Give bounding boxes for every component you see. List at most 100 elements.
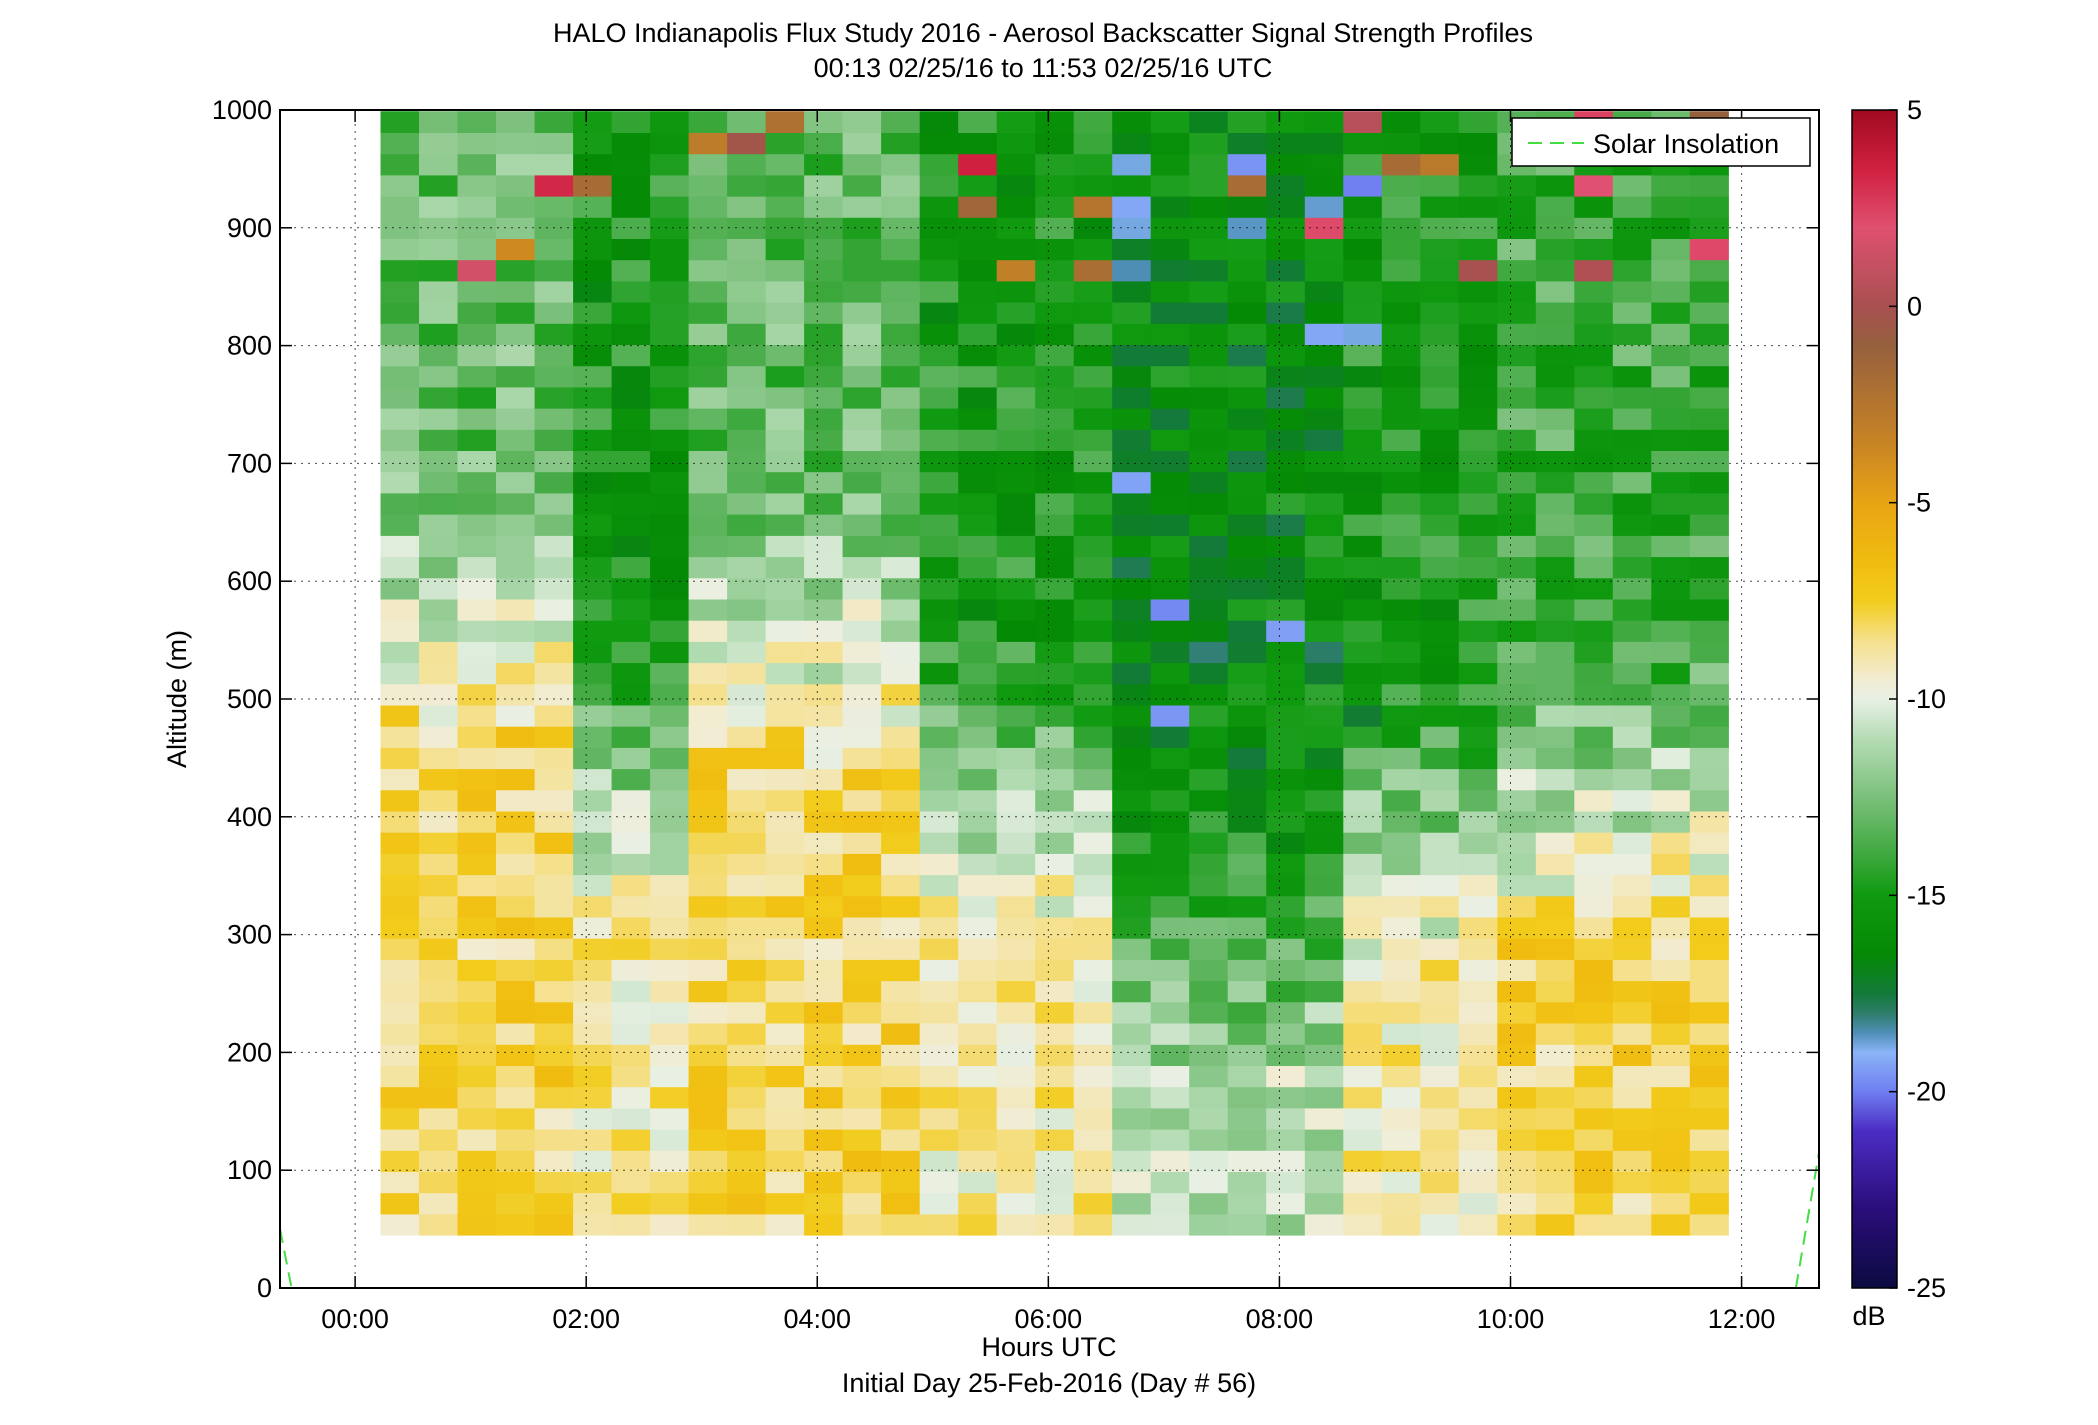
heatmap-cell [457,832,497,854]
colorbar-tick-label: -25 [1907,1273,1946,1303]
heatmap-cell [1227,938,1267,960]
heatmap-cell [1420,1065,1460,1088]
heatmap-cell [1497,662,1537,685]
heatmap-cell [919,1213,959,1236]
heatmap-cell [1035,747,1075,770]
heatmap-cell [650,238,690,261]
heatmap-cell [457,514,497,536]
heatmap-cell [1073,704,1113,727]
heatmap-cell [688,514,728,536]
heatmap-cell [1343,980,1383,1003]
heatmap-cell [688,132,728,155]
heatmap-cell [1420,408,1460,430]
heatmap-cell [1458,768,1498,791]
heatmap-cell [958,789,998,812]
heatmap-cell [958,1107,998,1130]
heatmap-cell [919,1107,959,1130]
heatmap-cell [1651,1023,1691,1045]
heatmap-cell [1227,1171,1267,1194]
heatmap-cell [1689,959,1729,982]
heatmap-cell [1381,259,1421,282]
heatmap-cell [1458,789,1498,812]
heatmap-cell [1651,1044,1691,1066]
heatmap-cell [1112,598,1152,621]
heatmap-cell [1458,1213,1498,1236]
heatmap-cell [1535,662,1575,685]
heatmap-cell [1227,1107,1267,1130]
heatmap-cell [573,598,613,621]
heatmap-cell [1266,662,1306,685]
heatmap-cell [919,980,959,1003]
heatmap-cell [1689,471,1729,494]
heatmap-cell [1266,111,1306,133]
heatmap-cell [1304,1150,1344,1172]
heatmap-cell [1689,196,1729,218]
heatmap-cell [688,747,728,770]
heatmap-cell [534,1065,574,1088]
heatmap-cell [573,1023,613,1045]
heatmap-cell [1304,280,1344,303]
heatmap-cell [1073,810,1113,833]
heatmap-cell [765,1001,805,1024]
heatmap-cell [650,620,690,642]
heatmap-cell [496,217,536,239]
heatmap-cell [958,1044,998,1066]
heatmap-cell [1381,853,1421,876]
heatmap-cell [1189,874,1229,897]
heatmap-cell [1150,620,1190,642]
heatmap-cell [1112,726,1152,748]
heatmap-cell [573,1086,613,1109]
heatmap-cell [1150,938,1190,960]
heatmap-cell [1574,853,1614,876]
heatmap-cell [380,1023,420,1045]
heatmap-cell [1381,365,1421,388]
heatmap-cell [1112,196,1152,218]
heatmap-cell [1189,1086,1229,1109]
heatmap-cell [457,302,497,324]
heatmap-cell [1651,556,1691,579]
heatmap-cell [1343,641,1383,664]
heatmap-cell [1189,1192,1229,1215]
heatmap-cell [958,259,998,282]
heatmap-cell [1189,1044,1229,1066]
heatmap-cell [496,556,536,579]
heatmap-cell [765,1150,805,1172]
heatmap-cell [804,1213,844,1236]
heatmap-cell [881,429,921,451]
heatmap-cell [881,1107,921,1130]
heatmap-cell [380,1213,420,1236]
heatmap-cell [958,768,998,791]
y-tick-label: 700 [227,448,272,478]
heatmap-cell [765,938,805,960]
heatmap-cell [650,832,690,854]
heatmap-cell [1343,196,1383,218]
heatmap-cell [996,344,1036,367]
heatmap-cell [1535,408,1575,430]
heatmap-cell [419,259,459,282]
heatmap-cell [1381,280,1421,303]
heatmap-cell [1420,662,1460,685]
heatmap-cell [919,895,959,918]
heatmap-cell [611,323,651,345]
heatmap-cell [1150,895,1190,918]
heatmap-cell [1304,302,1344,324]
heatmap-cell [1420,1107,1460,1130]
heatmap-cell [842,556,882,579]
heatmap-cell [380,577,420,600]
heatmap-cell [842,514,882,536]
heatmap-cell [573,1129,613,1151]
heatmap-cell [1612,471,1652,494]
heatmap-cell [1651,1213,1691,1236]
heatmap-cell [1266,577,1306,600]
heatmap-cell [1304,959,1344,982]
heatmap-cell [573,959,613,982]
heatmap-cell [1227,386,1267,409]
heatmap-cell [1689,302,1729,324]
heatmap-cell [996,1213,1036,1236]
heatmap-cell [1381,344,1421,367]
heatmap-cell [419,832,459,854]
heatmap-cell [1420,111,1460,133]
heatmap-cell [804,598,844,621]
heatmap-cell [1689,874,1729,897]
